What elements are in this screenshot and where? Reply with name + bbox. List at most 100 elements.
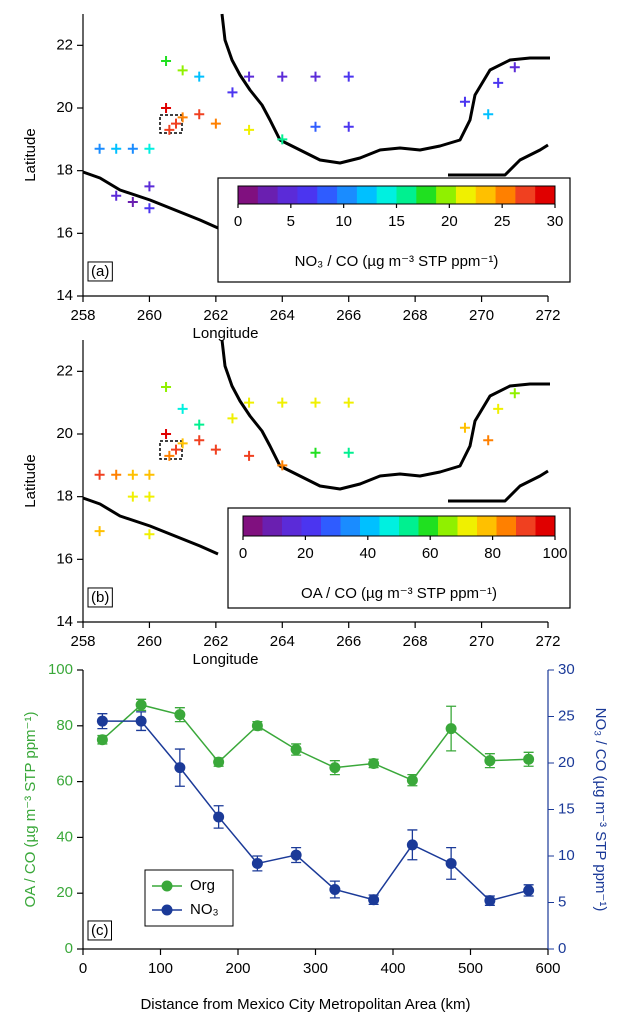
x-tick-label: 0	[79, 960, 87, 977]
colorbar-swatch	[436, 186, 457, 204]
data-point	[171, 118, 181, 129]
x-tick-label: 400	[380, 960, 405, 977]
data-point	[445, 723, 457, 735]
y-tick-label: 0	[65, 940, 73, 957]
data-point	[277, 460, 288, 471]
colorbar-label: NO₃ / CO (µg m⁻³ STP ppm⁻¹)	[295, 253, 499, 270]
y-tick-label: 18	[56, 488, 73, 505]
data-point	[194, 71, 205, 82]
colorbar-swatch	[262, 516, 283, 536]
x-tick-label: 266	[336, 633, 361, 650]
data-point	[244, 397, 255, 408]
colorbar-tick-label: 40	[359, 545, 376, 562]
data-point	[251, 720, 263, 732]
data-point	[111, 469, 122, 480]
colorbar-swatch	[297, 186, 318, 204]
data-point	[177, 65, 188, 76]
data-point	[227, 87, 238, 98]
data-point	[523, 753, 535, 765]
data-point	[94, 143, 105, 154]
data-point	[493, 403, 504, 414]
x-tick-label: 272	[535, 633, 560, 650]
data-point	[406, 774, 418, 786]
x-tick-label: 272	[535, 307, 560, 324]
data-point	[484, 895, 496, 907]
colorbar-swatch	[416, 186, 437, 204]
data-point	[164, 450, 175, 461]
colorbar-swatch	[243, 516, 263, 536]
colorbar-tick-label: 15	[388, 213, 405, 230]
data-point	[210, 118, 221, 129]
data-point	[194, 419, 205, 430]
data-point	[343, 447, 354, 458]
legend-box	[144, 869, 234, 927]
colorbar-swatch	[477, 516, 497, 536]
colorbar-tick-label: 20	[297, 545, 314, 562]
data-point	[277, 71, 288, 82]
legend-marker	[161, 880, 173, 892]
data-point	[277, 397, 288, 408]
data-point	[523, 884, 535, 896]
data-point	[310, 71, 321, 82]
colorbar-swatch	[475, 186, 497, 204]
legend-marker	[161, 904, 173, 916]
y2-axis-label: NO₃ / CO (µg m⁻³ STP ppm⁻¹)	[592, 708, 609, 912]
data-point	[290, 744, 302, 756]
data-point	[127, 197, 138, 207]
colorbar-swatch	[257, 186, 279, 204]
y-tick-label: 14	[56, 287, 73, 304]
data-point	[161, 103, 172, 113]
data-point	[164, 124, 175, 135]
data-point	[509, 388, 520, 399]
panel-label: (a)	[91, 263, 109, 280]
colorbar-swatch	[516, 516, 536, 536]
colorbar-tick-label: 0	[239, 545, 247, 562]
data-point	[244, 71, 255, 82]
y-tick-label: 60	[56, 773, 73, 790]
colorbar-swatch	[301, 516, 322, 536]
colorbar-swatch	[317, 186, 338, 204]
panel-label-box	[87, 261, 113, 282]
y-tick-label: 40	[56, 828, 73, 845]
data-point	[171, 444, 181, 455]
colorbar-tick-label: 5	[287, 213, 295, 230]
data-point	[161, 429, 172, 439]
data-point	[343, 397, 354, 408]
data-point	[329, 762, 341, 774]
data-point	[343, 121, 354, 132]
colorbar-swatch	[399, 516, 419, 536]
colorbar-tick-label: 25	[494, 213, 511, 230]
colorbar-swatch	[277, 186, 298, 204]
data-point	[161, 382, 172, 392]
x-tick-label: 258	[70, 633, 95, 650]
data-point	[459, 96, 470, 107]
y-tick-label: 20	[56, 884, 73, 901]
colorbar-swatch	[238, 186, 259, 204]
colorbar-label: OA / CO (µg m⁻³ STP ppm⁻¹)	[301, 585, 497, 602]
data-point	[144, 491, 155, 502]
data-point	[244, 450, 255, 461]
data-point	[174, 709, 186, 721]
data-point	[483, 109, 494, 120]
y-tick-label: 22	[56, 362, 73, 379]
x-axis-label: Longitude	[193, 325, 259, 342]
colorbar-swatch	[495, 186, 516, 204]
data-point	[96, 734, 108, 746]
colorbar-swatch	[396, 186, 417, 204]
data-point	[194, 435, 205, 446]
data-point	[483, 435, 494, 446]
data-point	[94, 469, 105, 480]
y2-tick-label: 0	[558, 940, 566, 957]
data-point	[144, 203, 155, 214]
colorbar-tick-label: 100	[542, 545, 567, 562]
x-tick-label: 200	[225, 960, 250, 977]
x-tick-label: 600	[535, 960, 560, 977]
colorbar-swatch	[438, 516, 458, 536]
data-point	[177, 403, 188, 414]
colorbar-swatch	[379, 516, 400, 536]
colorbar-swatch	[282, 516, 302, 536]
y2-tick-label: 15	[558, 800, 575, 817]
x-tick-label: 266	[336, 307, 361, 324]
